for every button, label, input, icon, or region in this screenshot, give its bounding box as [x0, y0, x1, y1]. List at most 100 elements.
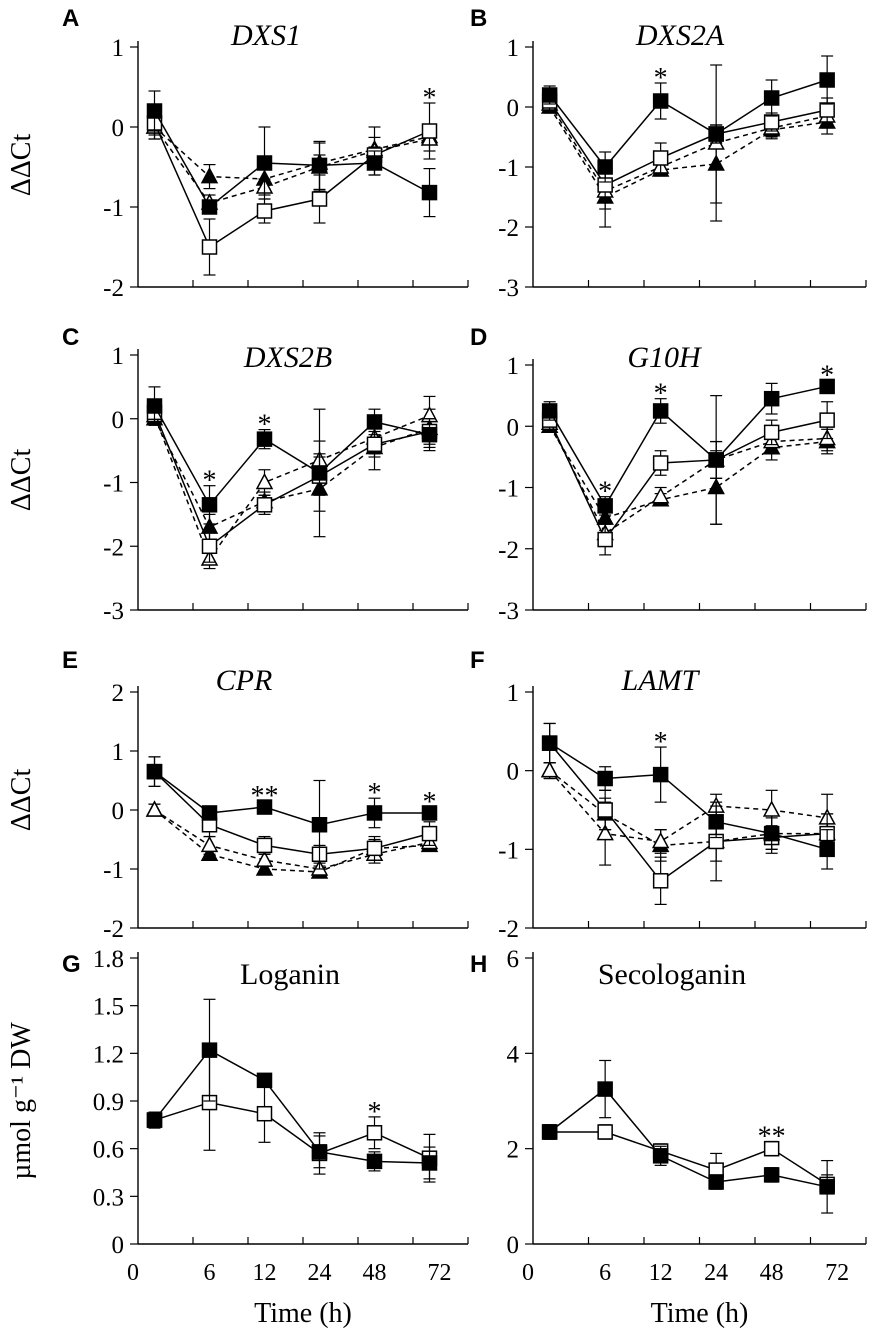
series-open-triangle-dashed — [145, 114, 439, 212]
data-point — [651, 487, 670, 504]
panel-title: Secologanin — [598, 958, 746, 991]
data-point — [366, 1153, 383, 1170]
data-point — [256, 837, 273, 854]
data-point — [421, 805, 438, 821]
data-point — [145, 800, 164, 817]
panel-title: LAMT — [621, 664, 701, 697]
series-open-triangle-dashed — [145, 395, 439, 570]
series-line — [153, 126, 430, 204]
data-point — [763, 825, 780, 842]
x-tick-label: 72 — [428, 1260, 452, 1286]
significance-star: * — [423, 83, 437, 114]
x-tick-label: 0 — [522, 1260, 534, 1286]
y-tick-label: 0 — [507, 1232, 520, 1259]
series-open-square-solid — [541, 401, 835, 556]
y-tick-label: -1 — [498, 155, 519, 182]
series-filled-square-solid — [541, 722, 835, 870]
series-open-triangle-dashed — [540, 761, 836, 866]
y-tick-label: 1 — [112, 35, 125, 62]
panel-f: F LAMT 1 0 -1 -2 * — [470, 647, 867, 943]
series-open-square-solid — [541, 91, 835, 201]
data-point — [146, 1112, 163, 1128]
panel-letter: C — [62, 324, 79, 351]
panel-letter: H — [470, 951, 487, 978]
y-tick-label: 0 — [507, 759, 520, 786]
series-line — [549, 742, 828, 882]
series-line — [153, 1049, 430, 1164]
series-line — [549, 385, 828, 508]
significance-star: * — [368, 778, 382, 809]
y-axis-label: ΔΔCt — [6, 769, 37, 832]
data-point — [200, 835, 219, 853]
data-point — [311, 191, 328, 207]
panel-title: DXS2B — [243, 341, 332, 374]
data-point — [597, 159, 613, 175]
data-point — [256, 799, 273, 815]
panel-letter: E — [62, 647, 78, 674]
series-line — [548, 422, 828, 535]
data-point — [366, 155, 383, 171]
panel-c: C DXS2B 1 0 -1 -2 -3 ΔΔCt * * — [6, 324, 469, 625]
data-point — [652, 150, 669, 166]
data-point — [819, 378, 835, 395]
y-tick-label: 0 — [112, 798, 125, 825]
panel-letter: F — [470, 647, 485, 674]
data-point — [421, 184, 438, 201]
data-point — [540, 761, 559, 778]
data-point — [708, 1174, 724, 1190]
data-point — [146, 763, 163, 780]
series-line — [548, 419, 828, 542]
y-tick-label: -1 — [103, 195, 124, 222]
data-point — [146, 398, 163, 414]
y-tick-label: 1 — [112, 739, 125, 766]
y-tick-label: -2 — [103, 916, 124, 943]
data-point — [366, 805, 383, 821]
data-point — [652, 1148, 669, 1164]
data-point — [366, 1125, 383, 1141]
data-point — [819, 412, 835, 428]
y-tick-label: -2 — [103, 275, 124, 302]
series-line — [549, 103, 828, 192]
y-tick-label: 4 — [507, 1041, 520, 1068]
data-point — [421, 123, 438, 139]
significance-star: * — [368, 1097, 382, 1128]
series-filled-square-solid — [541, 378, 835, 525]
series-filled-square-solid — [146, 998, 438, 1180]
data-point — [541, 1124, 558, 1140]
data-point — [652, 455, 669, 471]
data-point — [421, 426, 438, 443]
series-line — [549, 742, 828, 851]
significance-star: * — [258, 410, 272, 441]
series-open-triangle-dashed — [540, 413, 836, 547]
data-point — [201, 1042, 218, 1058]
data-point — [200, 167, 219, 184]
series-line — [549, 1131, 828, 1186]
x-tick-label: 48 — [363, 1260, 387, 1286]
series-line — [153, 122, 430, 249]
y-axis-label: ΔΔCt — [6, 134, 37, 197]
data-point — [652, 93, 669, 109]
y-tick-label: -1 — [103, 857, 124, 884]
panel-letter: G — [62, 951, 81, 978]
data-point — [651, 831, 670, 849]
data-point — [652, 403, 669, 419]
y-axis-label: µmol g⁻¹ DW — [6, 1022, 37, 1180]
series-line — [153, 126, 430, 180]
data-point — [255, 472, 274, 490]
series-line — [154, 771, 430, 826]
series-open-square-solid — [541, 1124, 835, 1195]
y-tick-label: 2 — [112, 680, 125, 707]
significance-star: * — [423, 787, 437, 818]
data-point — [311, 817, 328, 833]
y-axis-label: ΔΔCt — [6, 449, 37, 512]
y-tick-label: 1.5 — [93, 994, 124, 1021]
data-point — [366, 840, 383, 857]
y-tick-label: -3 — [498, 598, 519, 625]
panel-g: G Loganin 0 0.3 0.6 0.9 1.2 1.5 1.8 0 6 12 24 48 72 Tim… — [6, 946, 469, 1329]
panel-letter: A — [62, 5, 79, 32]
series-line — [154, 809, 430, 870]
data-point — [596, 824, 614, 841]
x-tick-label: 0 — [127, 1260, 139, 1286]
